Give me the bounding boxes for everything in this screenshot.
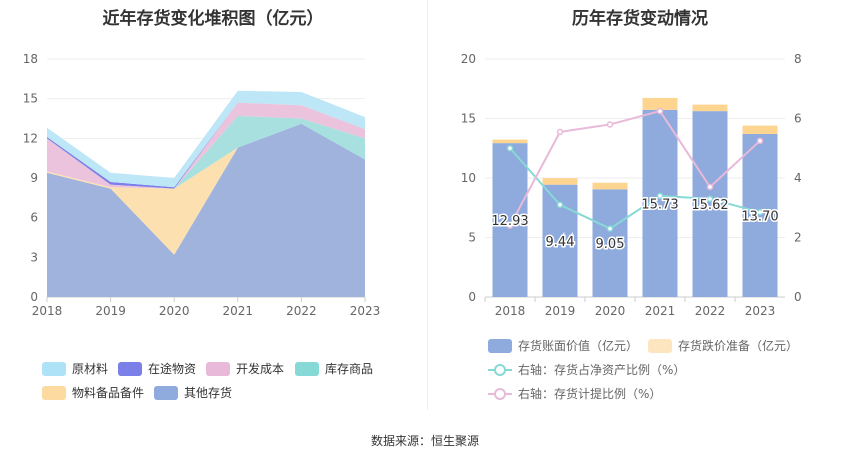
bar-1 <box>692 104 728 112</box>
y-tick-label: 18 <box>23 52 38 66</box>
line-point-0 <box>606 225 614 232</box>
legend-swatch <box>118 361 142 376</box>
y2-tick-label: 6 <box>794 112 802 126</box>
legend-swatch <box>295 361 319 376</box>
area-band-1 <box>47 123 365 255</box>
legend-item-dev-cost[interactable]: 开发成本 <box>206 360 284 377</box>
x-tick-label: 2023 <box>350 304 381 318</box>
line-point-0 <box>656 192 664 200</box>
y2-tick-label: 8 <box>794 52 802 66</box>
legend-item-spare-parts[interactable]: 物料备品备件 <box>42 384 144 401</box>
x-tick-label: 2020 <box>595 304 626 318</box>
legend-item-provision-ratio[interactable]: 右轴：存货计提比例（%） <box>488 385 661 402</box>
bar-value-label: 12.93 <box>491 214 528 229</box>
area-band-5 <box>47 90 365 188</box>
legend-swatch <box>42 385 66 400</box>
line-series-1 <box>509 109 761 227</box>
stacked-area-chart: 0 3 6 9 12 15 18 2018 2019 2020 2021 2022 2023 <box>23 52 381 318</box>
x-tick-label: 2019 <box>545 304 576 318</box>
y-tick-label: 0 <box>468 290 476 304</box>
legend-item-goods[interactable]: 库存商品 <box>295 360 373 377</box>
x-tick-label: 2018 <box>495 304 526 318</box>
y-tick-label: 3 <box>30 250 38 264</box>
y-tick-label: 20 <box>461 52 476 66</box>
bar-0 <box>492 143 528 297</box>
line-point-1 <box>606 121 614 128</box>
line-point-1 <box>656 107 664 115</box>
line-point-1 <box>756 137 764 145</box>
bar-0 <box>692 111 728 297</box>
y-tick-label: 9 <box>30 171 38 185</box>
x-tick-label: 2022 <box>695 304 726 318</box>
legend-swatch <box>154 385 178 400</box>
legend-label: 右轴：存货占净资产比例（%） <box>518 363 686 377</box>
x-tick-label: 2022 <box>286 304 317 318</box>
bar-value-label: 13.70 <box>741 209 778 224</box>
y-tick-label: 12 <box>23 131 38 145</box>
bar-value-label: 9.05 <box>596 237 625 252</box>
y-tick-label: 15 <box>461 112 476 126</box>
y-tick-label: 6 <box>30 211 38 225</box>
legend-label: 在途物资 <box>148 362 197 376</box>
bar-1 <box>642 97 678 110</box>
legend-line-marker <box>488 387 512 401</box>
bar-value-label: 9.44 <box>546 235 575 250</box>
bar-0 <box>742 133 778 297</box>
bar-1 <box>742 125 778 134</box>
bar-1 <box>542 178 578 185</box>
y-tick-label: 10 <box>461 171 476 185</box>
y2-tick-label: 0 <box>794 290 802 304</box>
line-point-0 <box>756 208 764 216</box>
x-tick-label: 2019 <box>95 304 126 318</box>
legend-swatch <box>206 361 230 376</box>
legend-item-ratio-net-assets[interactable]: 右轴：存货占净资产比例（%） <box>488 361 685 378</box>
x-tick-label: 2021 <box>645 304 676 318</box>
bar-0 <box>592 189 628 297</box>
x-tick-label: 2018 <box>32 304 63 318</box>
legend-item-raw-materials[interactable]: 原材料 <box>42 360 108 377</box>
inventory-bar-line-chart: 0 5 10 15 20 0 2 4 6 8 2018 2019 2020 2021 2022 2023 12.… <box>461 52 802 318</box>
legend-label: 右轴：存货计提比例（%） <box>518 387 662 401</box>
legend-item-impairment[interactable]: 存货跌价准备（亿元） <box>648 337 798 354</box>
bar-value-label: 15.73 <box>641 197 678 212</box>
legend-label: 物料备品备件 <box>72 386 145 400</box>
legend-swatch <box>42 361 66 376</box>
left-chart-title: 近年存货变化堆积图（亿元） <box>102 9 324 29</box>
line-point-0 <box>556 201 564 209</box>
legend-label: 原材料 <box>72 362 109 376</box>
legend-label: 存货账面价值（亿元） <box>518 339 639 353</box>
bar-value-label: 15.62 <box>691 198 728 213</box>
y-tick-label: 0 <box>30 290 38 304</box>
bar-1 <box>592 182 628 190</box>
line-point-1 <box>506 222 514 229</box>
line-point-0 <box>706 195 714 203</box>
legend-label: 库存商品 <box>325 362 374 376</box>
line-point-1 <box>556 128 564 136</box>
line-point-1 <box>706 183 714 191</box>
x-tick-label: 2021 <box>223 304 254 318</box>
legend-swatch <box>648 338 672 353</box>
line-point-0 <box>506 145 514 152</box>
legend-item-other[interactable]: 其他存货 <box>154 384 232 401</box>
area-band-0 <box>47 123 365 298</box>
legend-swatch <box>488 338 512 353</box>
legend-label: 存货跌价准备（亿元） <box>678 339 799 353</box>
legend-label: 开发成本 <box>236 362 285 376</box>
legend-line-marker <box>488 363 512 377</box>
panel-divider <box>427 0 428 410</box>
y-tick-label: 15 <box>23 92 38 106</box>
y2-tick-label: 2 <box>794 231 802 245</box>
y-tick-label: 5 <box>468 231 476 245</box>
bar-1 <box>492 139 528 144</box>
line-series-0 <box>509 147 761 230</box>
area-band-3 <box>47 102 365 189</box>
data-source-note: 数据来源：恒生聚源 <box>370 434 479 448</box>
legend-item-book-value[interactable]: 存货账面价值（亿元） <box>488 337 638 354</box>
legend-item-in-transit[interactable]: 在途物资 <box>118 360 196 377</box>
legend-label: 其他存货 <box>184 386 233 400</box>
x-tick-label: 2020 <box>159 304 190 318</box>
x-tick-label: 2023 <box>745 304 776 318</box>
y2-tick-label: 4 <box>794 171 802 185</box>
right-chart-title: 历年存货变动情况 <box>572 9 708 29</box>
